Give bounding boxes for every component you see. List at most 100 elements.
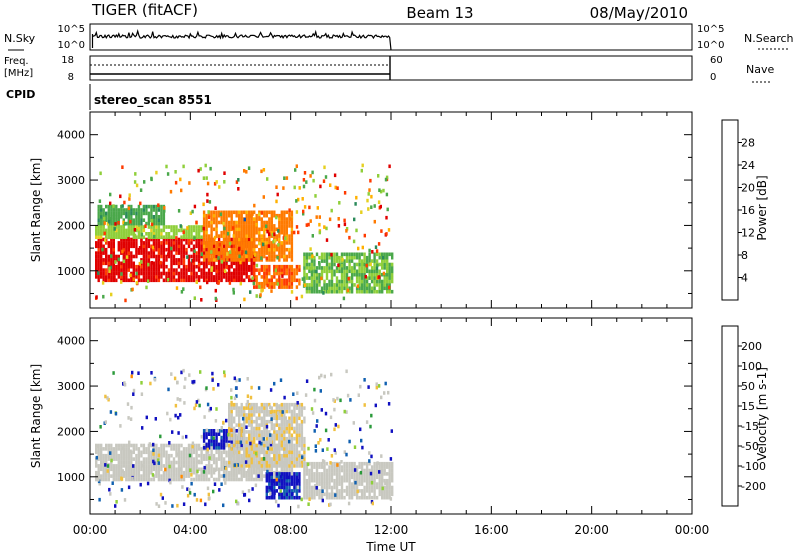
power-cell	[383, 255, 386, 260]
power-cell	[135, 183, 139, 188]
power-cell	[387, 228, 391, 232]
power-cell	[285, 227, 288, 232]
velocity-cell	[283, 419, 286, 424]
power-cell	[197, 228, 201, 233]
power-cell	[341, 257, 344, 262]
velocity-cell	[125, 460, 128, 465]
power-cell	[238, 264, 241, 269]
power-cell	[170, 254, 173, 259]
velocity-cell	[268, 450, 271, 455]
power-cell	[163, 206, 166, 210]
velocity-cell	[278, 475, 281, 480]
velocity-cell	[145, 415, 148, 420]
power-cell	[245, 237, 248, 242]
velocity-cell	[200, 477, 203, 482]
power-cell	[205, 230, 208, 235]
power-cell	[259, 293, 262, 297]
velocity-cell	[318, 495, 321, 500]
power-cell	[265, 213, 268, 218]
power-cell	[117, 254, 120, 259]
power-cell	[117, 268, 120, 272]
velocity-cell	[235, 447, 238, 451]
velocity-cell	[298, 433, 301, 438]
velocity-cell	[258, 477, 261, 482]
power-cell	[240, 244, 243, 249]
velocity-cell	[293, 413, 296, 417]
time-tick-label: 00:00	[73, 523, 108, 537]
power-cell	[95, 241, 98, 245]
power-cell	[130, 208, 133, 212]
power-cell	[255, 222, 258, 227]
velocity-cell	[265, 457, 268, 461]
velocity-cell	[235, 409, 238, 414]
power-cell	[207, 271, 211, 276]
velocity-cell	[283, 485, 286, 490]
power-cell	[268, 237, 271, 242]
power-cell	[243, 230, 246, 235]
power-cell	[167, 235, 171, 239]
velocity-cell	[215, 435, 218, 440]
power-cell	[122, 208, 125, 212]
velocity-cell	[131, 476, 134, 481]
velocity-cell	[303, 450, 306, 455]
velocity-cell	[233, 440, 236, 444]
velocity-cell	[365, 475, 369, 480]
velocity-cell	[373, 492, 376, 497]
power-cell	[278, 258, 281, 262]
velocity-cell	[105, 470, 108, 475]
power-cell	[303, 279, 306, 284]
power-cell	[363, 266, 366, 270]
velocity-cell	[215, 432, 218, 436]
velocity-cell	[180, 467, 183, 472]
power-cell	[107, 204, 110, 209]
velocity-cell	[263, 423, 266, 427]
velocity-cell	[363, 461, 366, 466]
velocity-cell	[290, 470, 294, 475]
power-cell	[179, 177, 182, 182]
velocity-cell	[283, 495, 286, 500]
power-cell	[284, 236, 287, 240]
velocity-cell	[273, 433, 276, 438]
power-cell	[360, 279, 364, 284]
velocity-cell	[99, 425, 102, 429]
power-cell	[155, 271, 158, 276]
velocity-cell	[183, 401, 186, 405]
velocity-cell	[228, 402, 231, 407]
power-cell	[105, 271, 108, 276]
power-cell	[272, 239, 275, 244]
power-cell	[115, 258, 118, 262]
velocity-cell	[217, 442, 221, 447]
velocity-cell	[263, 467, 266, 472]
velocity-cell	[228, 436, 231, 441]
power-cell	[112, 278, 115, 283]
velocity-cell	[298, 472, 301, 476]
power-cell	[373, 286, 376, 291]
velocity-cell	[386, 461, 389, 466]
power-cell	[248, 278, 251, 283]
power-cell	[310, 262, 314, 267]
velocity-cell	[343, 475, 346, 480]
power-cell	[290, 258, 294, 262]
power-cell	[283, 227, 286, 232]
velocity-cell	[187, 443, 191, 448]
power-cell	[268, 271, 271, 276]
power-cell	[117, 261, 120, 266]
power-cell	[185, 241, 188, 245]
power-cell	[225, 265, 229, 269]
power-cell	[115, 232, 118, 236]
velocity-cell	[295, 423, 299, 427]
velocity-cell	[293, 485, 296, 490]
power-cell	[373, 204, 376, 208]
power-cell	[180, 241, 183, 245]
power-cell	[190, 268, 193, 272]
velocity-cell	[235, 433, 238, 438]
velocity-cell	[348, 485, 351, 490]
power-cell	[290, 244, 294, 249]
power-cell	[255, 278, 258, 283]
velocity-cell	[250, 430, 253, 434]
power-cell	[140, 241, 143, 245]
velocity-cell	[355, 482, 359, 486]
power-cell	[275, 215, 278, 220]
velocity-cell	[283, 453, 286, 458]
power-cell	[381, 283, 384, 287]
